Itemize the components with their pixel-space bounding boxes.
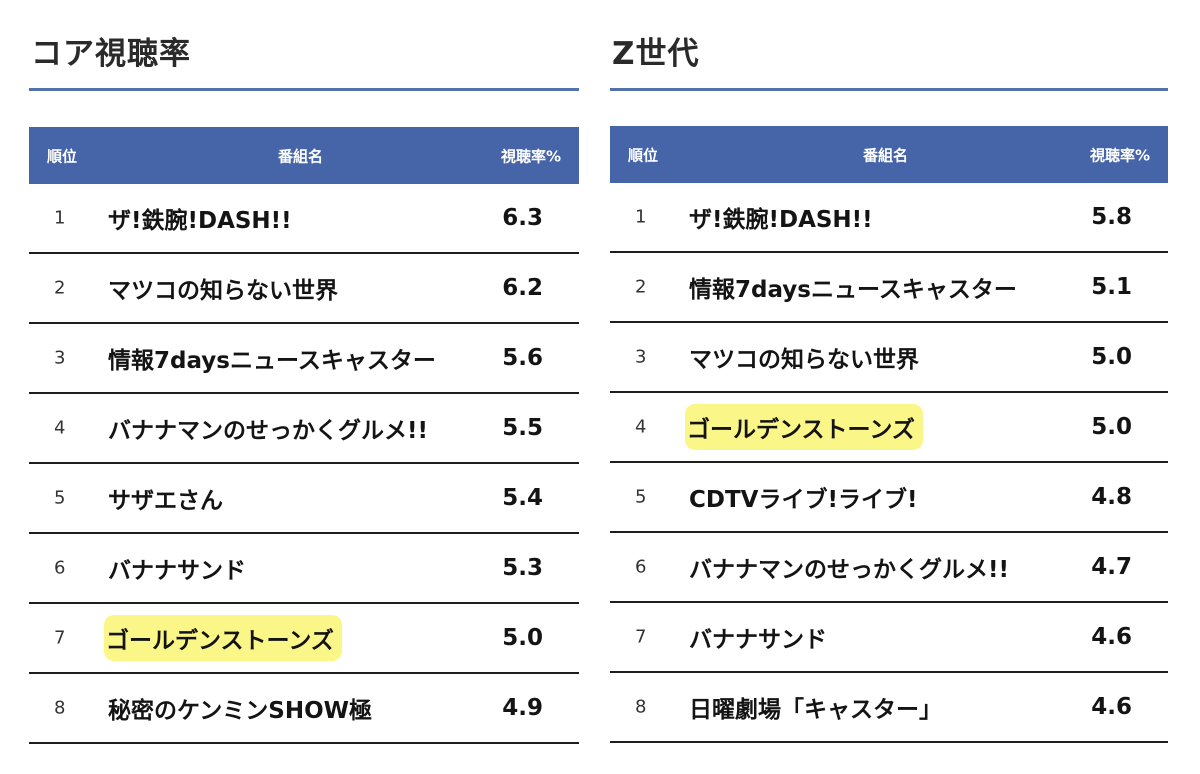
- table-row: 3 情報7daysニュースキャスター 5.6: [29, 324, 579, 394]
- rating-cell: 5.1: [1091, 274, 1132, 300]
- program-name-cell: マツコの知らない世界: [108, 278, 338, 304]
- highlighted-program-name: ゴールデンストーンズ: [685, 404, 923, 450]
- table-row: 7 バナナサンド 4.6: [610, 603, 1168, 673]
- rank-cell: 1: [635, 206, 647, 228]
- rank-cell: 2: [54, 277, 66, 299]
- rank-cell: 5: [54, 487, 66, 509]
- rating-cell: 4.6: [1091, 694, 1132, 720]
- program-name-cell: バナナマンのせっかくグルメ!!: [108, 418, 428, 444]
- rating-cell: 5.3: [502, 555, 543, 581]
- table-row: 5 CDTVライブ!ライブ! 4.8: [610, 463, 1168, 533]
- table-row: 4 バナナマンのせっかくグルメ!! 5.5: [29, 394, 579, 464]
- table-header: 順位 番組名 視聴率%: [29, 127, 579, 184]
- rank-cell: 5: [635, 486, 647, 508]
- rank-cell: 4: [635, 416, 647, 438]
- table-row: 2 マツコの知らない世界 6.2: [29, 254, 579, 324]
- rating-cell: 5.5: [502, 415, 543, 441]
- rank-cell: 3: [54, 347, 66, 369]
- table-row: 7 ゴールデンストーンズ 5.0: [29, 604, 579, 674]
- rank-cell: 6: [635, 556, 647, 578]
- rank-cell: 4: [54, 417, 66, 439]
- rating-cell: 5.0: [1091, 414, 1132, 440]
- rating-cell: 5.8: [1091, 204, 1132, 230]
- program-column-header: 番組名: [278, 147, 324, 165]
- table-row: 5 サザエさん 5.4: [29, 464, 579, 534]
- program-name-cell: バナナサンド: [108, 558, 246, 584]
- program-name-cell: マツコの知らない世界: [689, 347, 919, 373]
- program-name-cell: バナナマンのせっかくグルメ!!: [689, 557, 1009, 583]
- program-name-cell: バナナサンド: [689, 627, 827, 653]
- rank-cell: 1: [54, 207, 66, 229]
- program-name-cell: 日曜劇場「キャスター」: [689, 697, 942, 723]
- rank-column-header: 順位: [628, 146, 659, 164]
- table-row: 8 日曜劇場「キャスター」 4.6: [610, 673, 1168, 743]
- program-name-cell: ザ!鉄腕!DASH!!: [689, 207, 873, 233]
- rating-column-header: 視聴率%: [1089, 146, 1150, 164]
- program-name-cell: 秘密のケンミンSHOW極: [108, 698, 373, 724]
- table-row: 4 ゴールデンストーンズ 5.0: [610, 393, 1168, 463]
- rank-cell: 6: [54, 557, 66, 579]
- table-row: 3 マツコの知らない世界 5.0: [610, 323, 1168, 393]
- rank-cell: 8: [635, 696, 647, 718]
- rating-cell: 4.8: [1091, 484, 1132, 510]
- program-name-cell: サザエさん: [108, 488, 223, 514]
- table-row: 2 情報7daysニュースキャスター 5.1: [610, 253, 1168, 323]
- rank-cell: 2: [635, 276, 647, 298]
- ranking-table: 1 ザ!鉄腕!DASH!! 6.3 2 マツコの知らない世界 6.2 3 情報7daysニュー…: [29, 184, 579, 744]
- program-name-cell: 情報7daysニュースキャスター: [108, 348, 436, 374]
- table-row: 6 バナナサンド 5.3: [29, 534, 579, 604]
- rating-cell: 6.2: [502, 275, 543, 301]
- rating-cell: 4.6: [1091, 624, 1132, 650]
- program-name-cell: 情報7daysニュースキャスター: [689, 277, 1017, 303]
- rank-cell: 3: [635, 346, 647, 368]
- section-title: Z世代: [612, 36, 700, 72]
- rating-cell: 5.0: [502, 625, 543, 651]
- title-divider: [29, 88, 579, 91]
- rating-cell: 4.9: [502, 695, 543, 721]
- table-header: 順位 番組名 視聴率%: [610, 126, 1168, 183]
- program-name-cell: CDTVライブ!ライブ!: [689, 487, 918, 513]
- ranking-table: 1 ザ!鉄腕!DASH!! 5.8 2 情報7daysニュースキャスター 5.1 3 マツコの…: [610, 183, 1168, 743]
- highlighted-program-name: ゴールデンストーンズ: [104, 615, 342, 661]
- table-row: 6 バナナマンのせっかくグルメ!! 4.7: [610, 533, 1168, 603]
- rating-cell: 6.3: [502, 205, 543, 231]
- rank-cell: 7: [635, 626, 647, 648]
- title-divider: [610, 88, 1168, 91]
- program-name-cell: ザ!鉄腕!DASH!!: [108, 208, 292, 234]
- rating-column-header: 視聴率%: [500, 147, 561, 165]
- rating-cell: 5.0: [1091, 344, 1132, 370]
- rank-cell: 7: [54, 627, 66, 649]
- rank-column-header: 順位: [47, 147, 78, 165]
- rating-cell: 5.6: [502, 345, 543, 371]
- rank-cell: 8: [54, 697, 66, 719]
- table-row: 1 ザ!鉄腕!DASH!! 5.8: [610, 183, 1168, 253]
- table-row: 1 ザ!鉄腕!DASH!! 6.3: [29, 184, 579, 254]
- rating-cell: 5.4: [502, 485, 543, 511]
- table-row: 8 秘密のケンミンSHOW極 4.9: [29, 674, 579, 744]
- program-column-header: 番組名: [863, 146, 909, 164]
- section-title: コア視聴率: [31, 36, 191, 72]
- rating-cell: 4.7: [1091, 554, 1132, 580]
